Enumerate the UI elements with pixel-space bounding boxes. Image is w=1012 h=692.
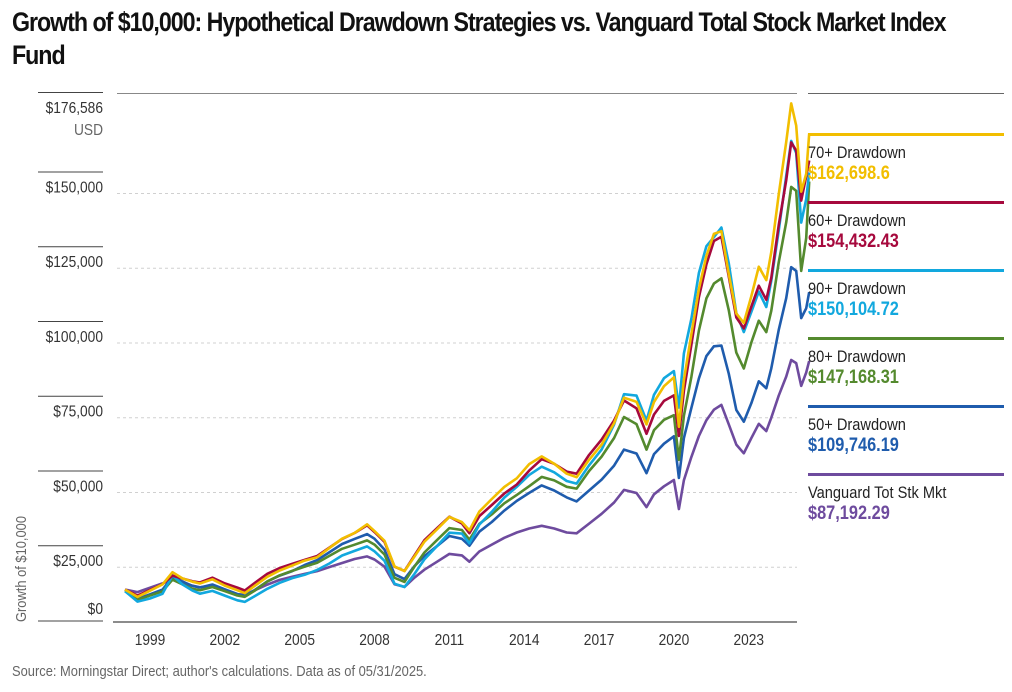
legend-color-bar [808, 405, 1004, 408]
legend-value: $147,168.31 [808, 367, 899, 388]
x-tick-label: 2002 [210, 631, 241, 649]
legend-value: $87,192.29 [808, 503, 890, 524]
legend-label: Vanguard Tot Stk Mkt [808, 483, 947, 502]
y-tick-label: $25,000 [53, 552, 103, 570]
x-tick-label: 2008 [359, 631, 390, 649]
legend-item: 90+ Drawdown $150,104.72 [808, 269, 1004, 321]
legend-label: 90+ Drawdown [808, 279, 906, 298]
series-line-70-drawdown [124, 102, 811, 599]
series-line-60-drawdown [124, 141, 811, 597]
legend-label: 50+ Drawdown [808, 415, 906, 434]
legend-label: 70+ Drawdown [808, 143, 906, 162]
legend-item: 60+ Drawdown $154,432.43 [808, 201, 1004, 253]
x-tick-label: 2011 [435, 631, 465, 649]
y-axis-title: Growth of $10,000 [12, 516, 29, 622]
legend-color-bar [808, 269, 1004, 272]
legend-value: $109,746.19 [808, 435, 899, 456]
x-tick-label: 2017 [584, 631, 615, 649]
y-tick-label: $50,000 [53, 478, 103, 496]
legend-label: 60+ Drawdown [808, 211, 906, 230]
y-tick-label: $0 [88, 600, 103, 618]
legend-color-bar [808, 133, 1004, 136]
legend-color-bar [808, 337, 1004, 340]
series-lines [124, 102, 811, 604]
legend-item: 50+ Drawdown $109,746.19 [808, 405, 1004, 457]
legend-color-bar [808, 473, 1004, 476]
chart-title: Growth of $10,000: Hypothetical Drawdown… [12, 7, 947, 70]
x-axis: 1999 2002 2005 2008 2011 2014 2017 2020 2023 [113, 621, 797, 649]
legend-value: $162,698.6 [808, 163, 890, 184]
legend-item: 70+ Drawdown $162,698.6 [808, 133, 1004, 185]
x-tick-label: 2020 [659, 631, 690, 649]
y-unit-label: USD [74, 121, 103, 139]
y-tick-label: $176,586 [46, 99, 103, 117]
y-tick-label: $150,000 [46, 179, 103, 197]
y-axis: $0 $25,000 $50,000 $75,000 $100,000 $125,000 $… [38, 92, 103, 622]
series-line-vanguard-tot-stk-mkt [124, 358, 811, 596]
x-tick-label: 2014 [509, 631, 540, 649]
series-line-90-drawdown [124, 139, 811, 604]
x-tick-label: 2023 [734, 631, 765, 649]
series-line-50-drawdown [124, 265, 811, 601]
legend-value: $150,104.72 [808, 299, 899, 320]
legend-value: $154,432.43 [808, 231, 899, 252]
source-note: Source: Morningstar Direct; author's cal… [12, 663, 427, 680]
legend-color-bar [808, 201, 1004, 204]
legend-label: 80+ Drawdown [808, 347, 906, 366]
y-tick-label: $75,000 [53, 403, 103, 421]
legend-item: Vanguard Tot Stk Mkt $87,192.29 [808, 473, 1004, 525]
x-tick-label: 1999 [135, 631, 166, 649]
y-tick-label: $100,000 [46, 328, 103, 346]
x-tick-label: 2005 [284, 631, 315, 649]
legend-top-rule [808, 93, 1004, 94]
series-line-80-drawdown [124, 181, 811, 602]
legend-item: 80+ Drawdown $147,168.31 [808, 337, 1004, 389]
gridlines [117, 93, 797, 568]
y-tick-label: $125,000 [46, 253, 103, 271]
